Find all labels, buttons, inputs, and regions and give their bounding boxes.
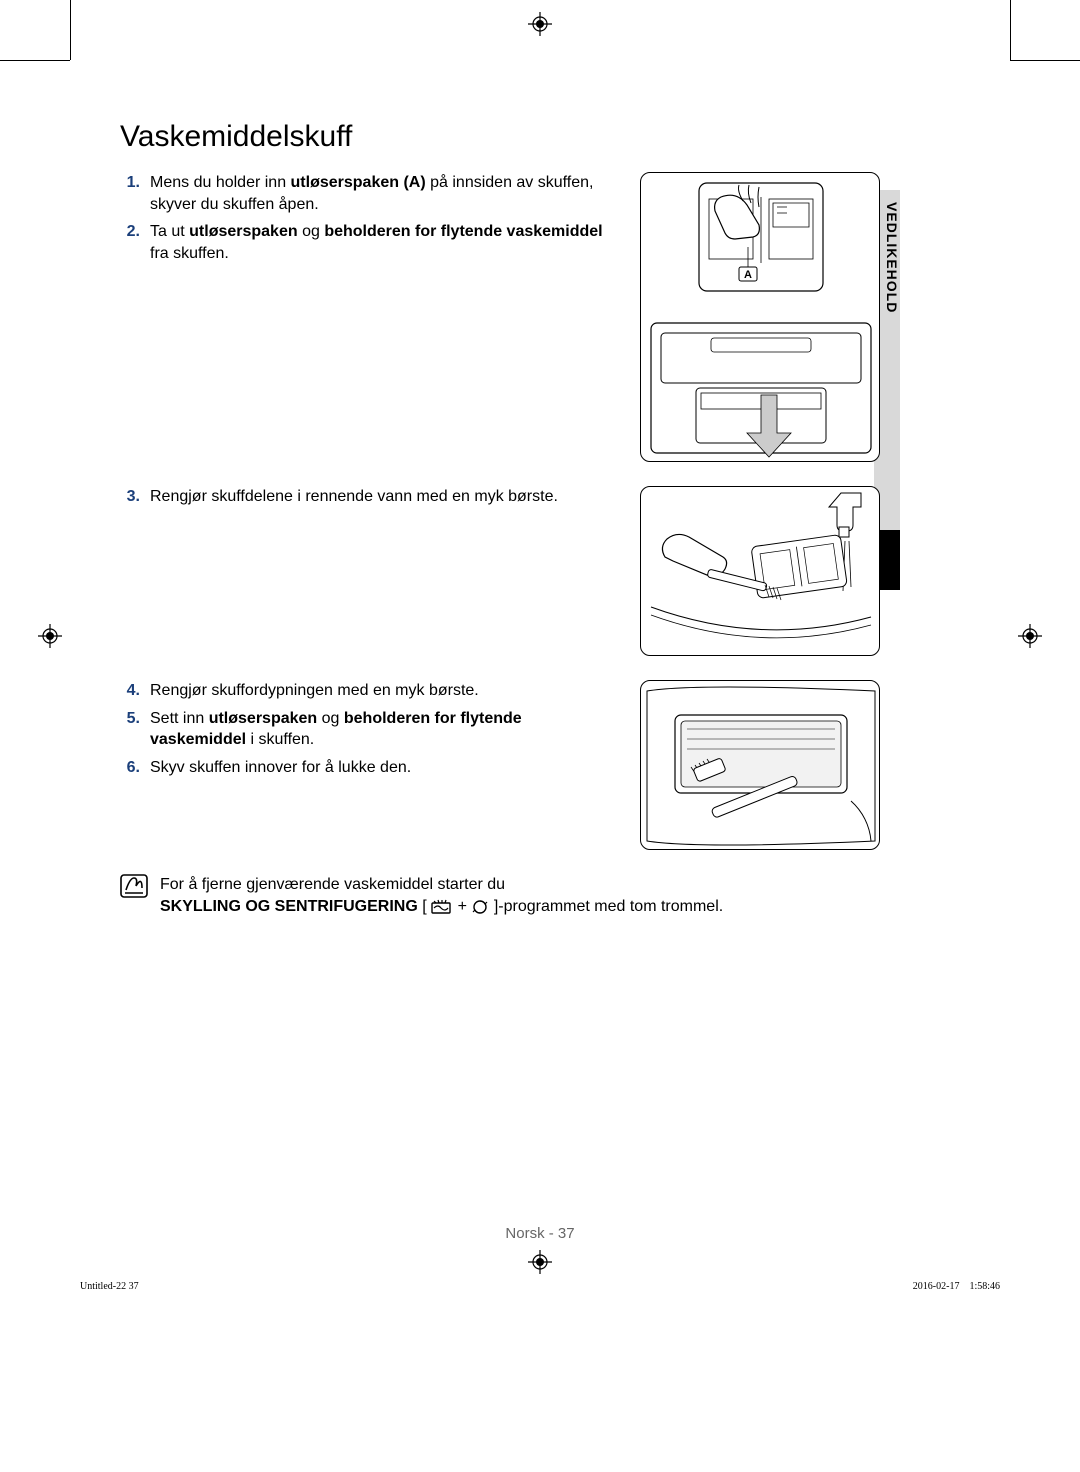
step-text: Rengjør skuffordypningen med en myk børs… bbox=[150, 680, 622, 702]
footer-meta-left: Untitled-22 37 bbox=[80, 1281, 139, 1292]
step-text: Sett inn utløserspaken og beholderen for… bbox=[150, 708, 622, 751]
spin-icon bbox=[471, 899, 489, 922]
crop-mark bbox=[70, 0, 71, 60]
text-col: 3. Rengjør skuffdelene i rennende vann m… bbox=[120, 486, 622, 656]
step-2: 2. Ta ut utløserspaken og beholderen for… bbox=[120, 221, 622, 264]
figure-col bbox=[640, 486, 880, 656]
step-number: 4. bbox=[120, 680, 140, 702]
block-1: 1. Mens du holder inn utløserspaken (A) … bbox=[120, 172, 880, 462]
note-text: For å fjerne gjenværende vaskemiddel sta… bbox=[160, 874, 880, 921]
step-text: Ta ut utløserspaken og beholderen for fl… bbox=[150, 221, 622, 264]
registration-mark-icon bbox=[1018, 624, 1042, 648]
step-1: 1. Mens du holder inn utløserspaken (A) … bbox=[120, 172, 622, 215]
page: VEDLIKEHOLD Vaskemiddelskuff 1. Mens du … bbox=[0, 0, 1080, 1472]
text-col: 1. Mens du holder inn utløserspaken (A) … bbox=[120, 172, 622, 462]
step-number: 2. bbox=[120, 221, 140, 264]
step-5: 5. Sett inn utløserspaken og beholderen … bbox=[120, 708, 622, 751]
crop-mark bbox=[0, 60, 70, 61]
step-number: 5. bbox=[120, 708, 140, 751]
figure-rinse-parts bbox=[640, 486, 880, 656]
crop-mark bbox=[1010, 0, 1011, 60]
footer-page-number: Norsk - 37 bbox=[0, 1225, 1080, 1242]
step-3: 3. Rengjør skuffdelene i rennende vann m… bbox=[120, 486, 622, 508]
note: For å fjerne gjenværende vaskemiddel sta… bbox=[120, 874, 880, 921]
step-text: Rengjør skuffdelene i rennende vann med … bbox=[150, 486, 622, 508]
block-3: 4. Rengjør skuffordypningen med en myk b… bbox=[120, 680, 880, 850]
figure-clean-recess bbox=[640, 680, 880, 850]
page-title: Vaskemiddelskuff bbox=[120, 120, 880, 154]
step-6: 6. Skyv skuffen innover for å lukke den. bbox=[120, 757, 622, 779]
step-number: 6. bbox=[120, 757, 140, 779]
registration-mark-icon bbox=[38, 624, 62, 648]
rinse-icon bbox=[431, 899, 453, 922]
step-number: 3. bbox=[120, 486, 140, 508]
step-text: Mens du holder inn utløserspaken (A) på … bbox=[150, 172, 622, 215]
registration-mark-icon bbox=[528, 12, 552, 36]
content: Vaskemiddelskuff 1. Mens du holder inn u… bbox=[120, 120, 880, 921]
text-col: 4. Rengjør skuffordypningen med en myk b… bbox=[120, 680, 622, 850]
svg-text:A: A bbox=[744, 269, 752, 281]
footer-meta-right: 2016-02-17 1:58:46 bbox=[913, 1281, 1000, 1292]
plus-text: + bbox=[453, 898, 471, 915]
figure-col: A bbox=[640, 172, 880, 462]
step-number: 1. bbox=[120, 172, 140, 215]
step-text: Skyv skuffen innover for å lukke den. bbox=[150, 757, 622, 779]
figure-col bbox=[640, 680, 880, 850]
note-icon bbox=[120, 874, 148, 898]
figure-drawer-open: A bbox=[640, 172, 880, 462]
block-2: 3. Rengjør skuffdelene i rennende vann m… bbox=[120, 486, 880, 656]
registration-mark-icon bbox=[528, 1250, 552, 1274]
crop-mark bbox=[1010, 60, 1080, 61]
step-4: 4. Rengjør skuffordypningen med en myk b… bbox=[120, 680, 622, 702]
